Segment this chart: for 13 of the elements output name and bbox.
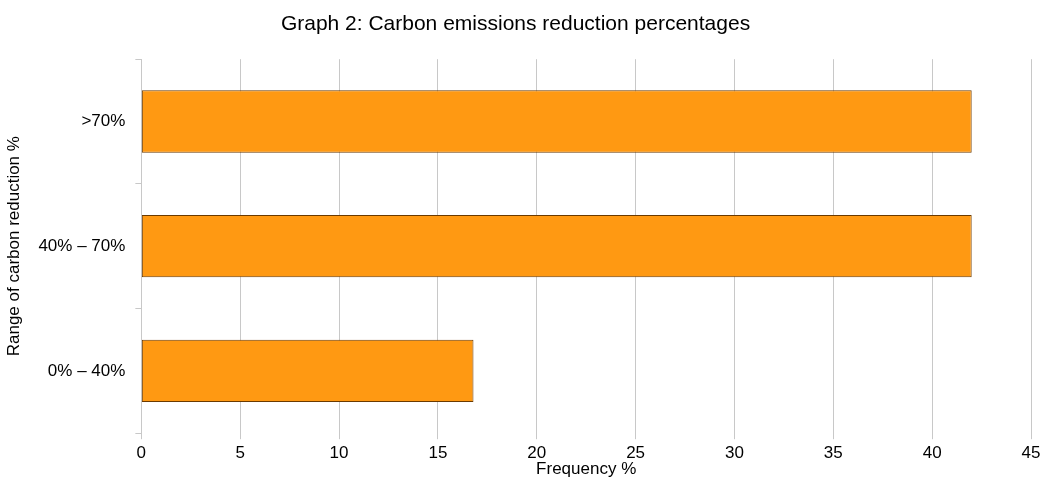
x-tick-label: 30 [724,443,744,463]
x-tick-label: 0 [136,443,147,463]
chart-title: Graph 2: Carbon emissions reduction percentages [280,11,751,35]
y-tick-label: 40% – 70% [38,235,126,255]
y-tick-label: 0% – 40% [47,360,126,380]
y-tick-label: >70% [81,111,126,131]
x-tick-label: 10 [329,443,349,463]
y-axis-title: Range of carbon reduction % [3,136,23,357]
x-tick-label: 45 [1021,443,1041,463]
x-tick-label: 35 [823,443,843,463]
x-tick-label: 15 [428,443,448,463]
x-tick-label: 40 [922,443,942,463]
x-tick-label: 5 [235,443,245,463]
